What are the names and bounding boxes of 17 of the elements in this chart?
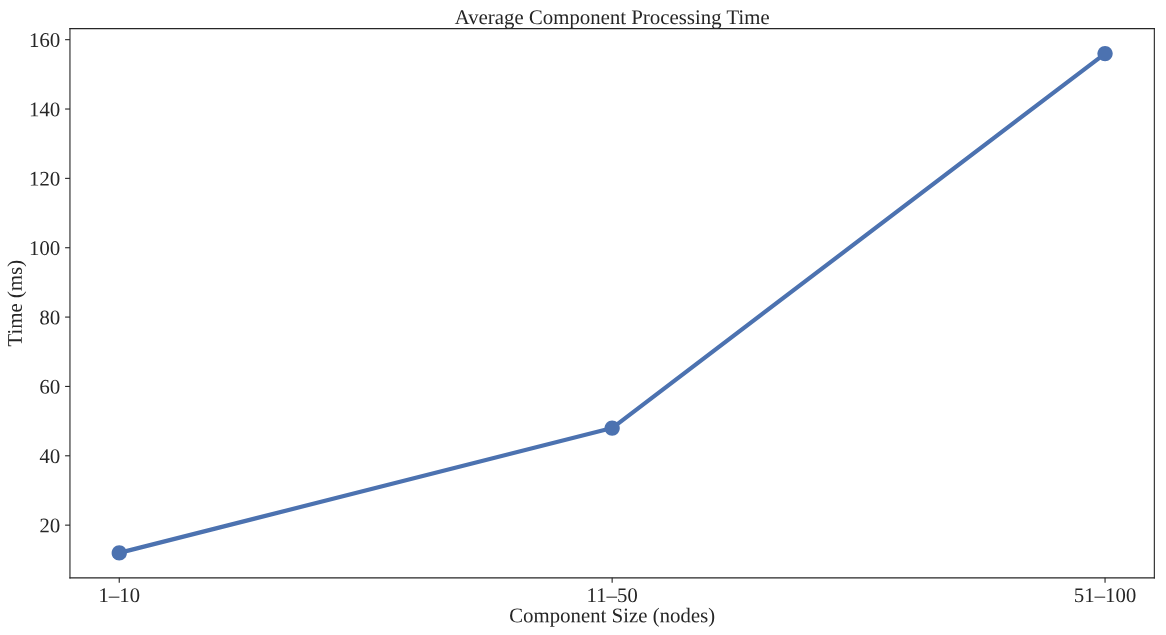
point xyxy=(1097,45,1113,62)
y-tick-label: 60 xyxy=(40,379,60,394)
y-tick-label: 100 xyxy=(30,241,60,256)
y-tick-label: 40 xyxy=(39,449,60,464)
x-tick-label: 11–50 xyxy=(588,588,638,603)
x-tick-label: 51–100 xyxy=(1075,588,1136,603)
y-tick-label: 120 xyxy=(30,171,60,186)
y-tick-label: 160 xyxy=(30,33,60,48)
y-tick-label: 140 xyxy=(30,102,60,117)
chart-title: Average Component Processing Time xyxy=(454,10,769,29)
x-tick-label: 1–10 xyxy=(100,588,140,603)
point xyxy=(111,545,127,561)
y-axis-title: Time (ms) xyxy=(7,260,27,347)
x-axis-title: Component Size (nodes) xyxy=(510,607,715,627)
point xyxy=(604,420,620,436)
y-tick-label: 20 xyxy=(40,518,60,533)
y-tick-label: 80 xyxy=(40,310,60,325)
